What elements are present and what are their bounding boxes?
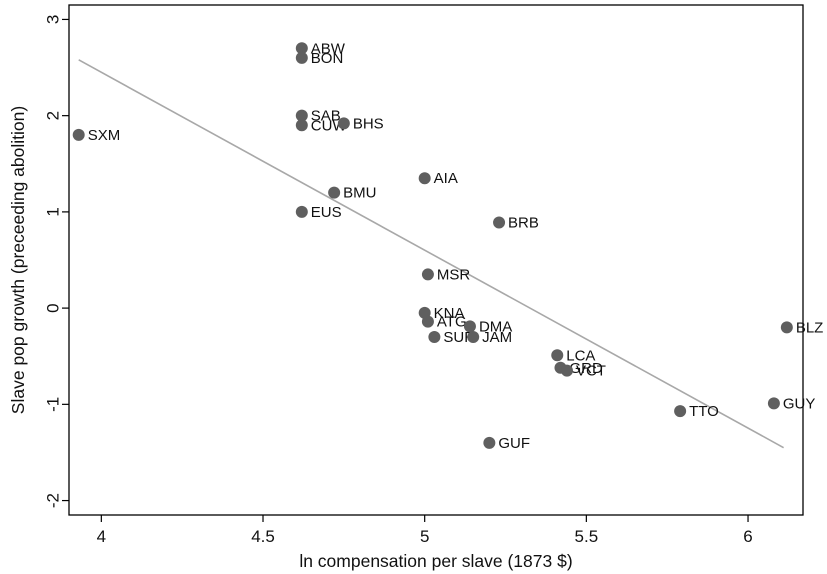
data-point xyxy=(674,405,687,418)
y-tick-label: -1 xyxy=(43,397,62,412)
data-point-label: SAB xyxy=(311,108,341,125)
y-tick-label: 1 xyxy=(43,207,62,216)
data-point xyxy=(483,436,496,449)
data-point xyxy=(295,51,308,64)
data-point xyxy=(295,205,308,218)
data-point-label: GUY xyxy=(783,395,816,412)
x-tick-label: 4.5 xyxy=(251,527,275,546)
data-point xyxy=(295,109,308,122)
x-tick-label: 6 xyxy=(743,527,752,546)
data-point-label: BMU xyxy=(343,185,376,202)
fit-line xyxy=(78,59,784,449)
y-tick-label: -2 xyxy=(43,493,62,508)
data-point-label: KNA xyxy=(434,305,465,322)
y-tick-label: 2 xyxy=(43,111,62,120)
data-point xyxy=(418,172,431,185)
x-tick-label: 4 xyxy=(97,527,106,546)
data-point-label: BLZ xyxy=(796,319,824,336)
data-point xyxy=(337,117,350,130)
data-point-label: BRB xyxy=(508,214,539,231)
data-point-label: MSR xyxy=(437,266,471,283)
data-point xyxy=(421,315,434,328)
data-point-label: BHS xyxy=(353,115,384,132)
data-point-label: TTO xyxy=(689,403,719,420)
data-point-label: DMA xyxy=(479,318,512,335)
data-point xyxy=(463,320,476,333)
y-axis-title: Slave pop growth (preceeding abolition) xyxy=(8,106,28,414)
x-tick-label: 5.5 xyxy=(575,527,599,546)
data-point-label: SXM xyxy=(88,127,121,144)
data-point xyxy=(780,321,793,334)
y-axis: 3 2 1 0 -1 -2 xyxy=(43,15,69,508)
data-point-label: SUR xyxy=(443,329,475,346)
data-point xyxy=(295,42,308,55)
data-point xyxy=(72,128,85,141)
y-tick-label: 3 xyxy=(43,15,62,24)
data-point xyxy=(428,330,441,343)
data-point-label: ATG xyxy=(437,314,467,331)
data-point-label: GRD xyxy=(569,360,603,377)
data-point-label: AIA xyxy=(434,170,458,187)
data-point xyxy=(767,397,780,410)
data-point xyxy=(421,268,434,281)
data-point-label: BON xyxy=(311,50,344,67)
data-point-label: ABW xyxy=(311,40,346,57)
data-point xyxy=(295,119,308,132)
plot-area-frame xyxy=(68,4,804,516)
data-point-label: JAM xyxy=(482,329,512,346)
data-point-label: GUF xyxy=(498,435,530,452)
data-point xyxy=(551,349,564,362)
data-point xyxy=(560,364,573,377)
x-axis-title: ln compensation per slave (1873 $) xyxy=(299,551,572,571)
data-point xyxy=(328,186,341,199)
y-tick-label: 0 xyxy=(43,303,62,312)
data-point-label: LCA xyxy=(566,347,595,364)
data-point-label: VCT xyxy=(576,363,606,380)
data-point-label: EUS xyxy=(311,204,342,221)
data-point xyxy=(493,216,506,229)
x-tick-label: 5 xyxy=(420,527,429,546)
data-point xyxy=(467,330,480,343)
x-axis: 4 4.5 5 5.5 6 xyxy=(97,515,753,546)
